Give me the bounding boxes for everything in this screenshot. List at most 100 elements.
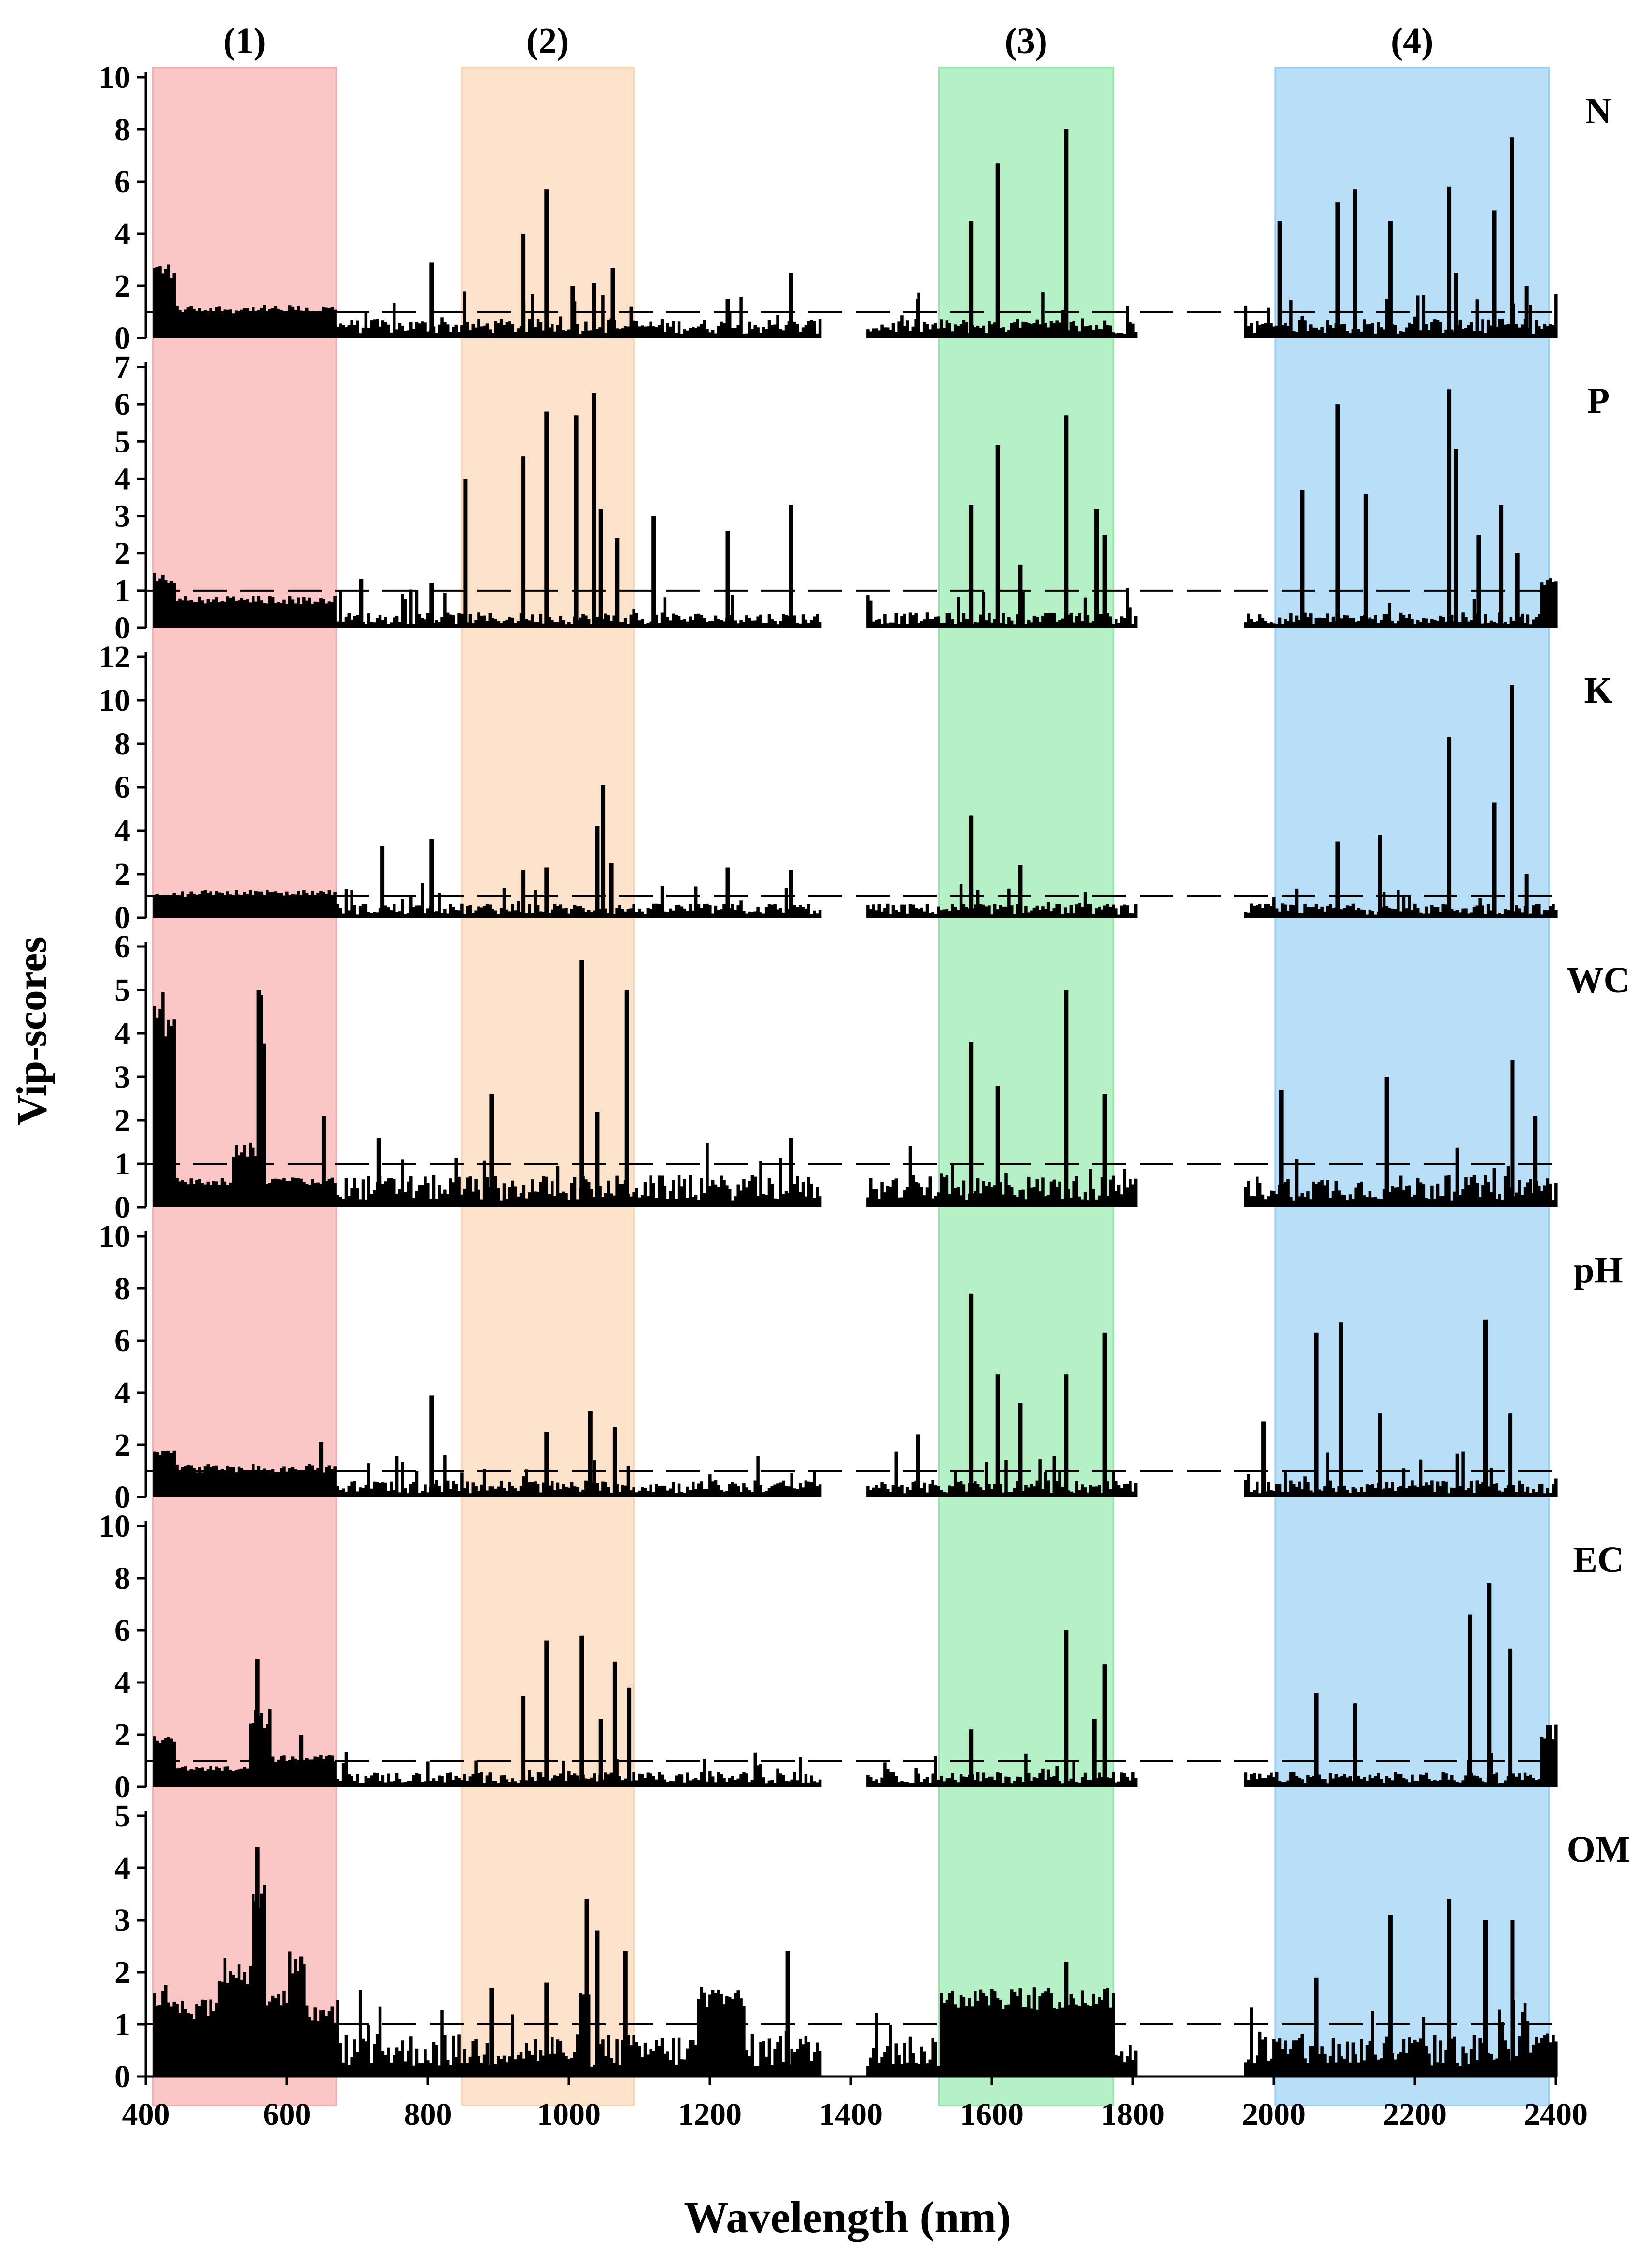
vip-bar <box>706 1489 709 1497</box>
vip-bar <box>976 1772 980 1787</box>
vip-bar <box>313 896 317 918</box>
vip-bar <box>553 904 557 918</box>
vip-bar <box>1317 2054 1321 2077</box>
vip-bar <box>748 321 751 338</box>
vip-bar <box>781 330 785 338</box>
vip-bar <box>787 1781 791 1787</box>
vip-bar <box>206 313 210 338</box>
vip-bar <box>446 2060 450 2077</box>
vip-bar <box>1309 1777 1313 1787</box>
vip-bar <box>1046 1195 1050 1207</box>
vip-bar <box>988 2005 991 2077</box>
vip-bar <box>872 1189 875 1207</box>
vip-bar <box>1289 1480 1293 1497</box>
vip-bar <box>672 1180 675 1207</box>
vip-bar <box>327 308 331 338</box>
vip-peak <box>1300 490 1305 628</box>
vip-bar <box>1501 1783 1504 1787</box>
vip-bar <box>652 903 655 918</box>
vip-bar <box>1475 1480 1479 1497</box>
vip-bar <box>1080 1484 1084 1497</box>
vip-bar <box>277 1994 281 2077</box>
vip-bar <box>770 904 774 918</box>
vip-bar <box>215 1465 218 1497</box>
vip-bar <box>393 1179 396 1207</box>
vip-bar <box>951 1773 954 1787</box>
band-label-1: (1) <box>223 21 266 61</box>
vip-bar <box>169 895 173 918</box>
vip-peak <box>1378 835 1382 918</box>
vip-bar <box>344 1178 348 1207</box>
vip-peak <box>995 163 1000 338</box>
vip-bar <box>350 320 353 338</box>
vip-bar <box>536 319 540 338</box>
vip-bar <box>1038 1191 1042 1207</box>
vip-bar <box>866 1197 870 1207</box>
vip-bar <box>551 620 554 628</box>
vip-bar <box>720 1994 723 2077</box>
vip-bar <box>1365 1197 1369 1207</box>
vip-bar <box>655 1779 658 1787</box>
vip-bar <box>1411 2043 1414 2077</box>
vip-bar <box>426 1183 430 1207</box>
vip-bar <box>155 581 159 628</box>
vip-bar <box>798 905 802 918</box>
vip-bar <box>703 618 706 628</box>
vip-bar <box>364 311 368 338</box>
vip-bar <box>657 1175 661 1207</box>
vip-bar <box>246 894 249 918</box>
vip-bar <box>720 321 723 338</box>
vip-bar <box>604 2056 607 2077</box>
vip-bar <box>565 1193 568 1207</box>
vip-bar <box>875 328 878 338</box>
vip-bar <box>460 613 464 628</box>
vip-peak <box>916 1434 920 1497</box>
vip-bar <box>1538 2043 1541 2077</box>
vip-bar <box>587 1779 591 1787</box>
vip-bar <box>1253 622 1256 628</box>
band-3 <box>938 67 1114 2106</box>
vip-bar <box>781 912 785 918</box>
vip-bar <box>1461 908 1465 918</box>
vip-bar <box>311 604 314 628</box>
vip-bar <box>1123 618 1127 628</box>
vip-bar <box>1425 1772 1428 1787</box>
vip-bar <box>440 317 444 338</box>
vip-bar <box>1002 2009 1005 2077</box>
vip-peak <box>1102 1094 1107 1207</box>
vip-bar <box>1523 623 1527 628</box>
vip-peak <box>969 505 974 628</box>
vip-bar <box>1258 614 1262 628</box>
vip-bar <box>618 905 621 918</box>
vip-bar <box>330 895 334 918</box>
vip-bar <box>1281 624 1285 628</box>
vip-bar <box>516 2054 520 2077</box>
vip-bar <box>1402 895 1406 918</box>
vip-bar <box>1340 1776 1343 1787</box>
vip-bar <box>167 1450 170 1497</box>
vip-bar <box>1371 2011 1374 2077</box>
vip-bar <box>384 1482 387 1497</box>
vip-bar <box>291 599 295 628</box>
vip-bar <box>1075 1782 1078 1787</box>
vip-bar <box>587 330 591 338</box>
vip-bar <box>1535 904 1538 918</box>
vip-bar <box>1399 1486 1403 1497</box>
vip-bar <box>370 621 373 628</box>
vip-bar <box>339 2043 342 2077</box>
vip-bar <box>528 904 531 918</box>
vip-bar <box>488 613 492 628</box>
vip-bar <box>1032 323 1036 338</box>
vip-bar <box>1092 1993 1095 2077</box>
vip-bar <box>1453 2036 1456 2077</box>
vip-bar <box>717 1187 720 1207</box>
vip-bar <box>1337 1777 1341 1787</box>
vip-bar <box>974 327 977 338</box>
vip-bar <box>1503 1780 1507 1787</box>
vip-bar <box>175 601 179 628</box>
vip-bar <box>556 2039 560 2077</box>
vip-peak <box>789 1138 793 1207</box>
vip-bar <box>869 600 873 628</box>
vip-bar <box>1072 321 1075 338</box>
vip-bar <box>1455 910 1459 918</box>
